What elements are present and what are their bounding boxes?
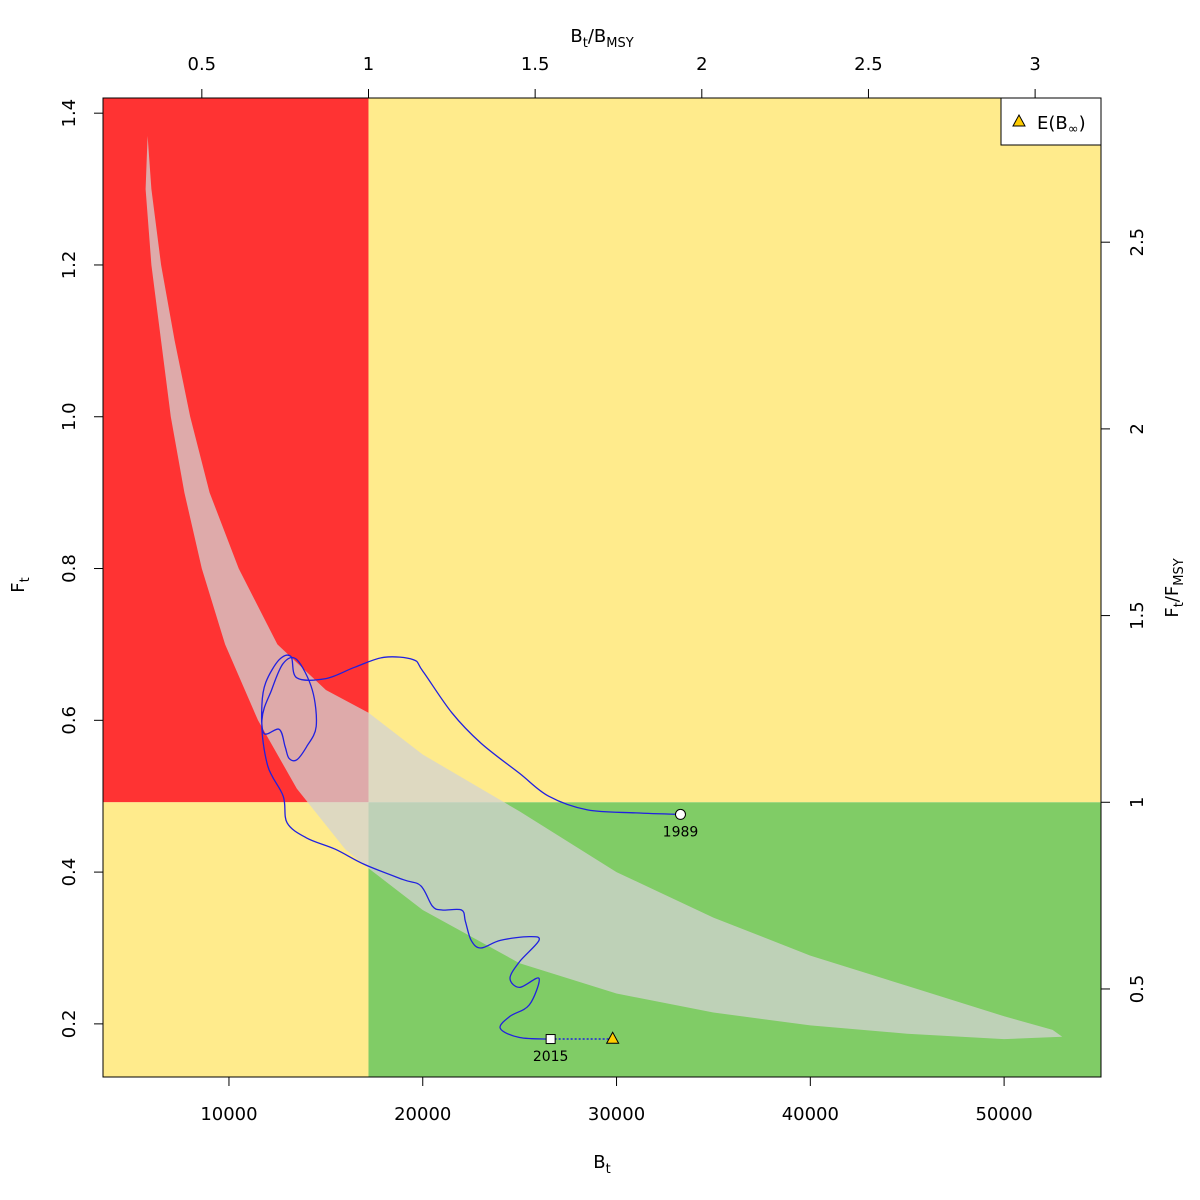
- expected-biomass-point: [605, 1031, 620, 1044]
- top-tick-label: 2: [696, 54, 707, 75]
- right-tick-label: 1: [1127, 797, 1148, 808]
- zone-overfishing: [368, 98, 1101, 803]
- y-tick-label: 0.8: [59, 554, 80, 583]
- zone-overfished-overfishing: [103, 98, 369, 803]
- top-tick-label: 3: [1029, 54, 1040, 75]
- y-tick-label: 0.6: [59, 706, 80, 735]
- x-axis-top: 0.5 1 1.5 2 2.5 3: [188, 54, 1041, 98]
- top-tick-label: 1.5: [521, 54, 550, 75]
- x-tick-label: 30000: [588, 1104, 645, 1125]
- y-tick-label: 1.0: [59, 402, 80, 431]
- x-axis-bottom: 10000 20000 30000 40000 50000: [200, 1077, 1033, 1125]
- y-axis-title: Ft: [8, 577, 33, 592]
- start-point-1989: [674, 808, 686, 820]
- confidence-region: [145, 135, 1063, 1040]
- y-axis-right: 0.5 1 1.5 2 2.5: [1101, 228, 1148, 1003]
- plot-frame: [102, 97, 1102, 1078]
- x-tick-label: 20000: [394, 1104, 451, 1125]
- x-axis-title: Bt: [593, 1152, 610, 1177]
- legend-triangle-icon: [1012, 113, 1026, 127]
- top-tick-label: 0.5: [188, 54, 217, 75]
- legend-entry: E(B∞): [1037, 113, 1086, 137]
- top-tick-label: 1: [363, 54, 374, 75]
- right-tick-label: 0.5: [1127, 975, 1148, 1004]
- trajectory-line: [260, 654, 681, 1040]
- y-tick-label: 0.4: [59, 858, 80, 887]
- start-year-label: 1989: [663, 824, 699, 840]
- right-tick-label: 2.5: [1127, 228, 1148, 257]
- end-year-label: 2015: [533, 1049, 569, 1065]
- right-axis-title: Ft/FMSY: [1162, 558, 1187, 617]
- y-tick-label: 0.2: [59, 1010, 80, 1039]
- y-axis-left: 0.2 0.4 0.6 0.8 1.0 1.2 1.4: [59, 99, 103, 1038]
- x-tick-label: 10000: [200, 1104, 257, 1125]
- stock-status-zones: [103, 98, 1101, 1077]
- legend: E(B∞): [1000, 97, 1102, 146]
- right-tick-label: 1.5: [1127, 601, 1148, 630]
- y-tick-label: 1.4: [59, 99, 80, 128]
- x-tick-label: 40000: [782, 1104, 839, 1125]
- top-tick-label: 2.5: [854, 54, 883, 75]
- top-axis-title: Bt/BMSY: [570, 26, 633, 51]
- x-tick-label: 50000: [975, 1104, 1032, 1125]
- end-point-2015: [545, 1034, 556, 1045]
- y-tick-label: 1.2: [59, 251, 80, 280]
- zone-overfished: [103, 802, 369, 1077]
- right-tick-label: 2: [1127, 423, 1148, 434]
